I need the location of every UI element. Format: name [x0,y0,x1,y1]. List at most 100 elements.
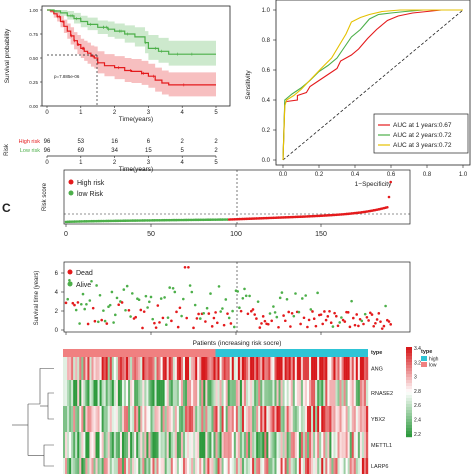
heatmap-cell [140,406,143,432]
survival-status-dot [134,315,137,319]
survival-status-dot [358,317,362,321]
risk-score-xtick-label: 0 [64,231,68,238]
heatmap-cell [282,406,285,432]
heatmap-cell [268,458,271,474]
risk-table-xtick-label: 0 [45,160,49,166]
heatmap-cell [73,432,76,458]
heatmap-cell [260,406,263,432]
heatmap-cell [288,406,291,432]
heatmap-cell [337,406,340,432]
survival-status-dot [292,314,296,318]
survival-status-dot [165,323,168,327]
km-ytick-label: 0.25 [29,80,38,85]
survival-status-dot [173,290,177,294]
heatmap-cell [162,458,165,474]
heatmap-cell [201,357,204,380]
heatmap-cell [329,406,332,432]
survival-status-dot [188,284,192,287]
heatmap-cell [180,406,184,432]
heatmap-cell [197,406,200,432]
heatmap-cell [290,406,293,432]
survival-status-xlabel: Patients (increasing risk socre) [193,340,282,347]
heatmap-cell [95,432,98,458]
heatmap-cell [170,406,173,432]
heatmap-cell [331,432,334,458]
heatmap-cell [309,380,312,406]
heatmap-cell [339,432,342,458]
risk-table-x-axis: 0 1 2 3 4 5 [45,156,218,166]
survival-status-dot [182,297,185,301]
risk-score-xtick-label: 150 [315,231,327,238]
heatmap-cell [113,380,117,406]
heatmap-cell [258,380,261,406]
heatmap-cell [103,406,106,432]
heatmap-cell [148,357,151,380]
heatmap-cell [311,406,314,432]
heatmap-cell [142,406,145,432]
heatmap-cell [219,380,222,406]
heatmap-cell [140,357,143,380]
heatmap-cell [231,432,234,458]
heatmap-cell [205,357,208,380]
heatmap-cell [148,458,151,474]
survival-status-dot [348,325,352,329]
heatmap-cell [142,380,145,406]
heatmap-cell [252,458,255,474]
heatmap-cell [284,357,287,380]
heatmap-cell [124,357,127,380]
heatmap-cell [270,458,273,474]
heatmap-cell [327,458,330,474]
survival-status-dot [285,297,289,301]
heatmap-cell [313,357,316,380]
survival-status-dot [362,322,365,326]
heatmap-cell [166,357,169,380]
heatmap-cell [193,458,196,474]
survival-status-dot [280,291,284,294]
heatmap-cell [160,432,163,458]
heatmap-cell [134,357,137,380]
heatmap-cell [260,357,263,380]
km-ytick-label: 0.00 [29,104,38,109]
heatmap-cell [292,406,295,432]
heatmap-cell [180,380,184,406]
survival-status-dot [180,314,183,318]
heatmap-cell [266,357,269,380]
heatmap-cell [176,458,180,474]
heatmap-cell [115,380,119,406]
heatmap-cell [197,458,200,474]
heatmap-cell [292,458,295,474]
heatmap-cell [313,406,316,432]
risk-score-panel: Risk score 0 50 100 150 High risk low Risk [42,169,411,238]
heatmap-cell [252,406,255,432]
survival-status-dot [97,320,100,324]
heatmap-cell [174,432,178,458]
heatmap-cell [69,380,72,406]
heatmap-cell [170,458,173,474]
heatmap-cell [105,357,108,380]
heatmap-cell [276,406,279,432]
heatmap-cell [331,380,334,406]
heatmap-cell [124,458,127,474]
heatmap-cell [85,406,88,432]
heatmap-cell [71,357,74,380]
heatmap-cell [345,406,348,432]
heatmap-cell [233,458,237,474]
heatmap-cell [345,380,348,406]
heatmap-annotation-bar [63,349,368,357]
heatmap-cell [298,406,302,432]
heatmap-cell [211,357,214,380]
heatmap-cell [307,458,310,474]
heatmap-cell [300,432,304,458]
heatmap-cell [154,380,157,406]
km-ytick-label: 0.50 [29,56,38,61]
heatmap-cell [213,432,216,458]
heatmap-cell [341,432,344,458]
heatmap-cell [347,357,350,380]
heatmap-cell [241,380,245,406]
heatmap-cell [154,458,157,474]
heatmap-gene-label: LARP6 [371,464,388,470]
survival-status-dot [197,312,200,316]
heatmap-cell [152,432,155,458]
heatmap-colorbar-step [406,386,412,390]
heatmap-cell [317,357,320,380]
